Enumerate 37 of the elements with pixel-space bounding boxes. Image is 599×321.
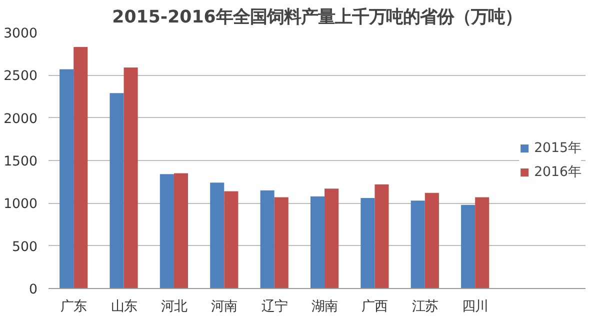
x-tick-label: 广东 bbox=[60, 300, 87, 314]
x-tick-label: 山东 bbox=[110, 300, 137, 314]
y-tick-label: 500 bbox=[12, 240, 38, 255]
bar bbox=[174, 173, 188, 288]
bar bbox=[210, 182, 224, 288]
x-tick-label: 河北 bbox=[160, 300, 187, 314]
y-tick-label: 1000 bbox=[4, 197, 38, 212]
bar bbox=[260, 190, 274, 288]
bar bbox=[60, 69, 74, 288]
bar bbox=[374, 184, 389, 288]
y-tick-label: 1500 bbox=[4, 154, 38, 170]
bar bbox=[360, 198, 375, 288]
x-tick-label: 湖南 bbox=[312, 300, 338, 314]
bar bbox=[310, 196, 325, 288]
y-tick-label: 3000 bbox=[4, 26, 38, 42]
bar bbox=[410, 200, 425, 288]
bar bbox=[475, 197, 490, 288]
bar bbox=[74, 47, 88, 288]
bar bbox=[424, 192, 439, 288]
y-tick-label: 2000 bbox=[4, 112, 38, 127]
x-tick-label: 江苏 bbox=[412, 300, 438, 314]
x-tick-label: 辽宁 bbox=[261, 298, 288, 314]
x-tick-label: 河南 bbox=[211, 300, 238, 314]
bar bbox=[124, 67, 138, 288]
legend-label: 2015年 bbox=[534, 140, 581, 157]
bar bbox=[274, 197, 288, 288]
y-tick-label: 0 bbox=[29, 282, 38, 298]
bar bbox=[461, 204, 476, 288]
bar bbox=[324, 188, 339, 288]
bar bbox=[110, 93, 124, 288]
y-tick-label: 2500 bbox=[4, 69, 38, 84]
chart-title: 2015-2016年全国饲料产量上千万吨的省份（万吨） bbox=[112, 8, 522, 28]
x-tick-label: 四川 bbox=[462, 300, 488, 314]
x-tick-label: 广西 bbox=[362, 300, 388, 314]
bar bbox=[160, 174, 174, 288]
legend-label: 2016年 bbox=[534, 164, 581, 181]
bar bbox=[224, 191, 238, 288]
